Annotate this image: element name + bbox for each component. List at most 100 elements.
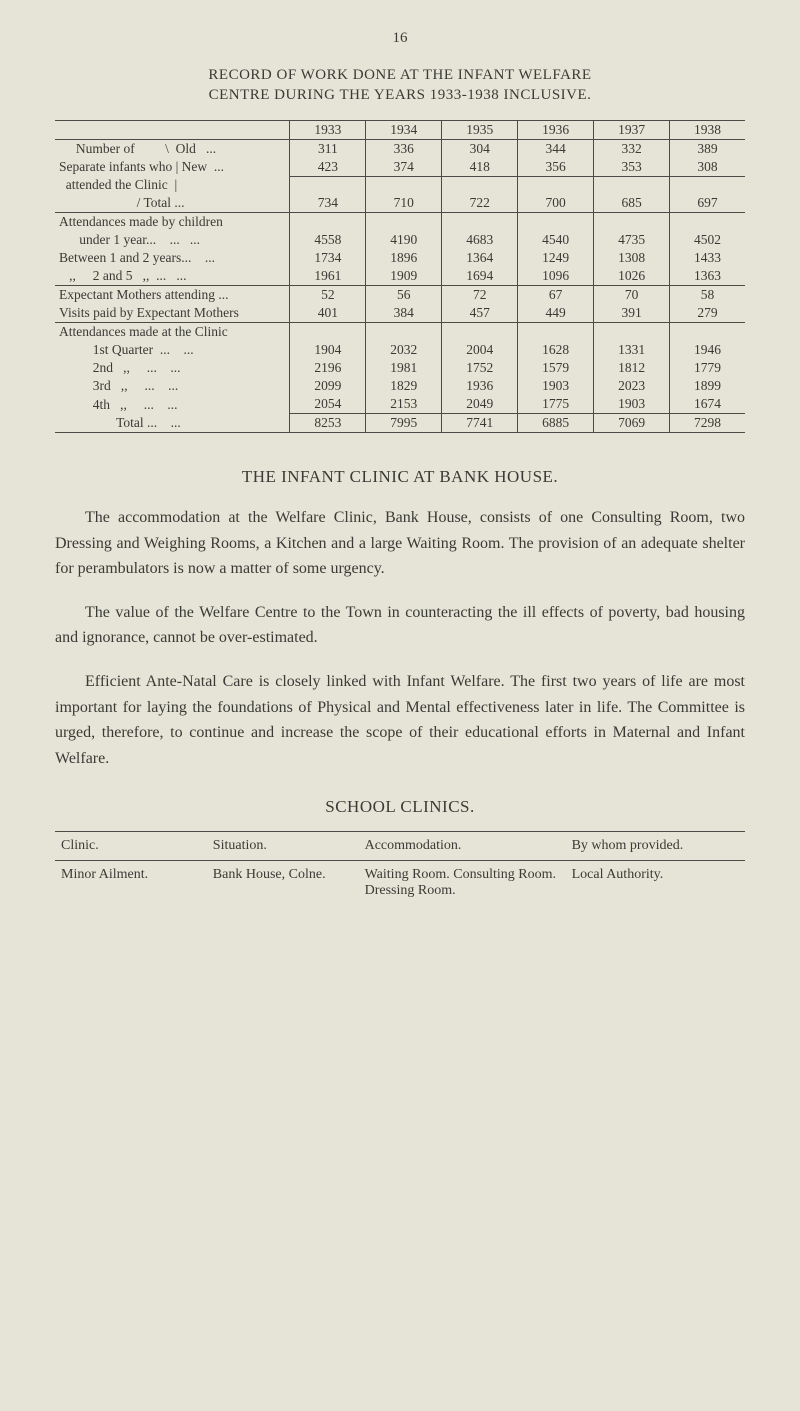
cell: 353 bbox=[594, 158, 670, 177]
record-title: RECORD OF WORK DONE AT THE INFANT WELFAR… bbox=[55, 65, 745, 106]
cell: 1812 bbox=[594, 359, 670, 377]
cell: 7995 bbox=[366, 414, 442, 433]
row-2to5-label: ,, 2 and 5 ,, ... ... bbox=[55, 267, 290, 286]
clinics-col-provider: By whom provided. bbox=[566, 832, 745, 861]
cell: 1981 bbox=[366, 359, 442, 377]
cell: 1961 bbox=[290, 267, 366, 286]
cell: 389 bbox=[670, 139, 745, 158]
cell: 2023 bbox=[594, 377, 670, 395]
cell: 4502 bbox=[670, 231, 745, 249]
cell: 67 bbox=[518, 286, 594, 305]
cell: 697 bbox=[670, 194, 745, 213]
page-number: 16 bbox=[55, 30, 745, 47]
row-1to2-label: Between 1 and 2 years... ... bbox=[55, 249, 290, 267]
cell: 2032 bbox=[366, 341, 442, 359]
cell: 332 bbox=[594, 139, 670, 158]
paragraph-value: The value of the Welfare Centre to the T… bbox=[55, 600, 745, 651]
cell: 72 bbox=[442, 286, 518, 305]
cell: 4540 bbox=[518, 231, 594, 249]
clinics-cell-situation: Bank House, Colne. bbox=[207, 861, 359, 906]
cell: 1628 bbox=[518, 341, 594, 359]
row-total-label: / Total ... bbox=[55, 194, 290, 213]
cell: 1026 bbox=[594, 267, 670, 286]
cell: 4558 bbox=[290, 231, 366, 249]
row-q4: 4th ,, ... ... bbox=[55, 395, 290, 414]
cell: 70 bbox=[594, 286, 670, 305]
clinics-col-clinic: Clinic. bbox=[55, 832, 207, 861]
cell: 384 bbox=[366, 304, 442, 323]
cell: 374 bbox=[366, 158, 442, 177]
cell: 2196 bbox=[290, 359, 366, 377]
cell: 449 bbox=[518, 304, 594, 323]
row-under1-label: under 1 year... ... ... bbox=[55, 231, 290, 249]
cell: 1433 bbox=[670, 249, 745, 267]
cell: 356 bbox=[518, 158, 594, 177]
cell: 1331 bbox=[594, 341, 670, 359]
cell: 58 bbox=[670, 286, 745, 305]
row-expectant-attending: Expectant Mothers attending ... bbox=[55, 286, 290, 305]
cell: 457 bbox=[442, 304, 518, 323]
cell: 8253 bbox=[290, 414, 366, 433]
cell: 4190 bbox=[366, 231, 442, 249]
cell: 423 bbox=[290, 158, 366, 177]
year-1935: 1935 bbox=[442, 120, 518, 139]
cell: 401 bbox=[290, 304, 366, 323]
title-line-2: CENTRE DURING THE YEARS 1933-1938 INCLUS… bbox=[209, 87, 592, 103]
cell: 308 bbox=[670, 158, 745, 177]
cell: 700 bbox=[518, 194, 594, 213]
cell: 336 bbox=[366, 139, 442, 158]
cell: 685 bbox=[594, 194, 670, 213]
cell: 56 bbox=[366, 286, 442, 305]
cell: 1579 bbox=[518, 359, 594, 377]
cell: 1903 bbox=[594, 395, 670, 414]
cell: 1896 bbox=[366, 249, 442, 267]
cell: 1775 bbox=[518, 395, 594, 414]
cell: 710 bbox=[366, 194, 442, 213]
cell: 1936 bbox=[442, 377, 518, 395]
cell: 7741 bbox=[442, 414, 518, 433]
year-1936: 1936 bbox=[518, 120, 594, 139]
row-new-label: Separate infants who | New ... bbox=[55, 158, 290, 177]
cell: 52 bbox=[290, 286, 366, 305]
year-1933: 1933 bbox=[290, 120, 366, 139]
paragraph-antenatal: Efficient Ante-Natal Care is closely lin… bbox=[55, 669, 745, 771]
cell: 1363 bbox=[670, 267, 745, 286]
row-old-label: Number of \ Old ... bbox=[55, 139, 290, 158]
clinics-col-situation: Situation. bbox=[207, 832, 359, 861]
cell: 418 bbox=[442, 158, 518, 177]
cell: 391 bbox=[594, 304, 670, 323]
cell: 2153 bbox=[366, 395, 442, 414]
clinics-cell-clinic: Minor Ailment. bbox=[55, 861, 207, 906]
year-1934: 1934 bbox=[366, 120, 442, 139]
work-record-table: 1933 1934 1935 1936 1937 1938 Number of … bbox=[55, 120, 745, 434]
row-attended-label: attended the Clinic | bbox=[55, 176, 290, 194]
cell: 1096 bbox=[518, 267, 594, 286]
attendances-children-header: Attendances made by children bbox=[55, 213, 290, 232]
title-line-1: RECORD OF WORK DONE AT THE INFANT WELFAR… bbox=[208, 67, 591, 83]
cell: 1904 bbox=[290, 341, 366, 359]
cell: 1249 bbox=[518, 249, 594, 267]
cell: 344 bbox=[518, 139, 594, 158]
cell: 4683 bbox=[442, 231, 518, 249]
cell: 279 bbox=[670, 304, 745, 323]
cell: 1752 bbox=[442, 359, 518, 377]
cell: 1308 bbox=[594, 249, 670, 267]
clinics-cell-provider: Local Authority. bbox=[566, 861, 745, 906]
row-q2: 2nd ,, ... ... bbox=[55, 359, 290, 377]
cell: 1364 bbox=[442, 249, 518, 267]
year-1938: 1938 bbox=[670, 120, 745, 139]
cell: 1829 bbox=[366, 377, 442, 395]
cell: 1674 bbox=[670, 395, 745, 414]
clinics-col-accommodation: Accommodation. bbox=[359, 832, 566, 861]
attendances-clinic-header: Attendances made at the Clinic bbox=[55, 323, 290, 342]
cell: 734 bbox=[290, 194, 366, 213]
cell: 1779 bbox=[670, 359, 745, 377]
cell: 2004 bbox=[442, 341, 518, 359]
year-1937: 1937 bbox=[594, 120, 670, 139]
cell: 1734 bbox=[290, 249, 366, 267]
cell: 7069 bbox=[594, 414, 670, 433]
row-q3: 3rd ,, ... ... bbox=[55, 377, 290, 395]
cell: 7298 bbox=[670, 414, 745, 433]
cell: 1946 bbox=[670, 341, 745, 359]
cell: 1899 bbox=[670, 377, 745, 395]
